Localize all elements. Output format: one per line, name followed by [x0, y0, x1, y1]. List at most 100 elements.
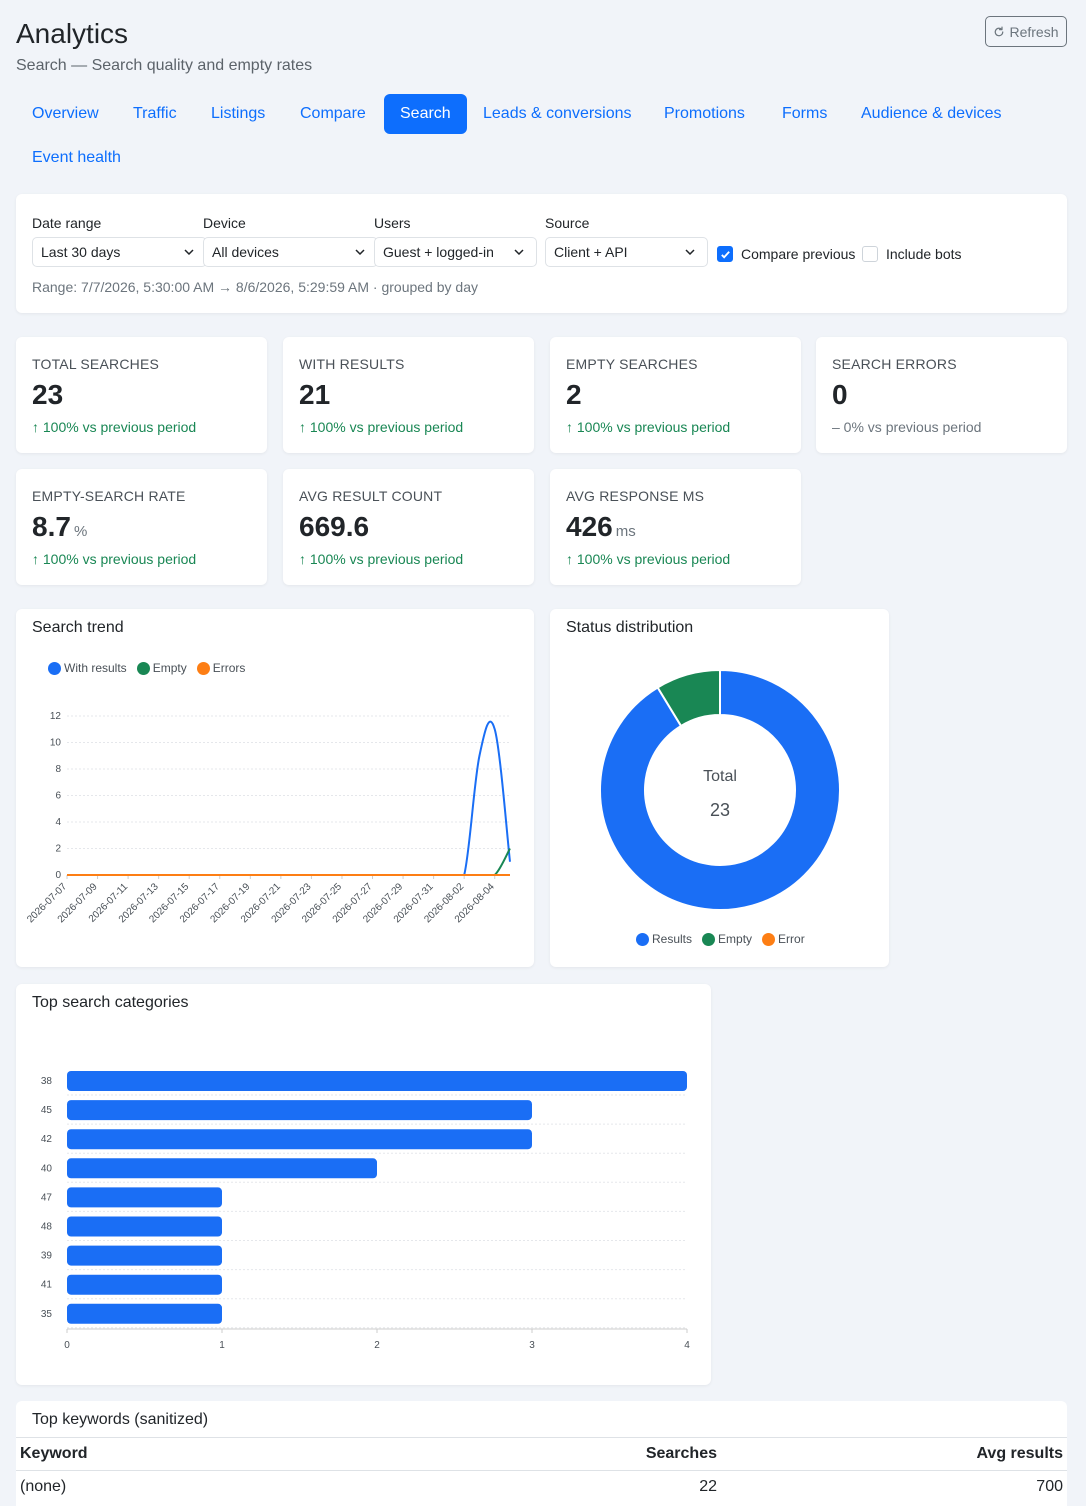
tab-listings[interactable]: Listings: [211, 105, 266, 122]
chevron-down-icon: [685, 249, 695, 256]
device-select[interactable]: All devices: [203, 237, 378, 267]
kpi-card-empty-searches: Empty searches 2 ↑ 100% vs previous peri…: [550, 337, 801, 453]
kpi-label: With results: [299, 356, 405, 372]
y-tick-label: 40: [41, 1163, 53, 1174]
y-tick-label: 41: [41, 1280, 53, 1291]
donut-slice-empty: [656, 668, 721, 728]
search-trend-card: Search trend With results Empty Errors 0…: [16, 609, 534, 967]
table-header: Keyword Searches Avg results: [16, 1437, 1067, 1470]
kpi-delta: ↑ 100% vs previous period: [32, 419, 197, 435]
y-tick-label: 8: [55, 764, 61, 775]
y-tick-label: 4: [55, 817, 61, 828]
legend-item[interactable]: Results: [636, 932, 692, 946]
tab-audience-devices[interactable]: Audience & devices: [861, 105, 1002, 122]
series-line-with-results: [67, 720, 511, 876]
y-tick-label: 47: [41, 1192, 53, 1203]
kpi-label: Search errors: [832, 356, 957, 372]
page-title: Analytics: [16, 18, 129, 49]
range-text: Range: 7/7/2026, 5:30:00 AM → 8/6/2026, …: [32, 279, 478, 295]
tab-forms[interactable]: Forms: [782, 105, 828, 122]
users-select[interactable]: Guest + logged-in: [374, 237, 537, 267]
donut-slice-results: [599, 668, 841, 911]
y-tick-label: 2: [55, 844, 61, 855]
y-tick-label: 10: [50, 738, 62, 749]
kpi-label: Empty-search rate: [32, 488, 186, 504]
top-categories-title: Top search categories: [32, 994, 189, 1011]
include-bots-toggle[interactable]: Include bots: [862, 246, 962, 262]
status-distribution-title: Status distribution: [566, 619, 694, 636]
legend-item[interactable]: Empty: [136, 661, 187, 675]
tab-traffic[interactable]: Traffic: [133, 105, 177, 122]
cell-searches: 22: [699, 1478, 717, 1495]
kpi-value: 0: [832, 379, 848, 410]
status-distribution-card: Status distribution Total 23 Results Empt…: [550, 609, 889, 967]
legend-swatch-errors: [196, 661, 210, 675]
kpi-card-total-searches: Total searches 23 ↑ 100% vs previous per…: [16, 337, 267, 453]
column-header-keyword[interactable]: Keyword: [20, 1445, 88, 1462]
filters-panel: Date range Last 30 days Device All devic…: [16, 194, 1067, 313]
x-tick-label: 4: [684, 1340, 690, 1351]
tab-event-health[interactable]: Event health: [32, 149, 121, 166]
kpi-delta: ↑ 100% vs previous period: [566, 419, 731, 435]
kpi-value: 669.6: [299, 511, 370, 542]
compare-previous-toggle[interactable]: Compare previous: [717, 246, 855, 262]
legend-item[interactable]: With results: [48, 661, 127, 675]
donut-center-value: 23: [710, 800, 730, 820]
tab-overview[interactable]: Overview: [32, 105, 99, 122]
source-label: Source: [545, 215, 590, 231]
y-tick-label: 6: [55, 791, 61, 802]
legend-item[interactable]: Errors: [196, 661, 245, 675]
kpi-value: 21: [299, 379, 331, 410]
y-tick-label: 0: [55, 870, 61, 881]
y-tick-label: 12: [50, 711, 62, 722]
legend-item[interactable]: Empty: [702, 932, 752, 946]
category-bar: [67, 1158, 377, 1179]
kpi-label: Empty searches: [566, 356, 698, 372]
y-tick-label: 48: [41, 1222, 53, 1233]
device-value: All devices: [212, 244, 279, 260]
legend-swatch-empty: [136, 661, 150, 675]
date-range-select[interactable]: Last 30 days: [32, 237, 207, 267]
tab-promotions[interactable]: Promotions: [664, 105, 745, 122]
search-trend-legend: With results Empty Errors: [48, 661, 245, 675]
table-row: (none) 22 700: [16, 1470, 1067, 1503]
chevron-down-icon: [184, 249, 194, 256]
legend-swatch-empty: [702, 932, 716, 946]
x-tick-label: 1: [219, 1340, 225, 1351]
kpi-delta: ↑ 100% vs previous period: [32, 551, 197, 567]
tab-leads-conversions[interactable]: Leads & conversions: [483, 105, 632, 122]
kpi-value: 8.7%: [32, 511, 88, 542]
users-label: Users: [374, 215, 411, 231]
y-tick-label: 39: [41, 1251, 53, 1262]
tab-compare[interactable]: Compare: [300, 105, 366, 122]
compare-previous-checkbox[interactable]: [717, 246, 733, 262]
device-label: Device: [203, 215, 246, 231]
column-header-searches[interactable]: Searches: [645, 1445, 717, 1462]
kpi-delta: – 0% vs previous period: [832, 419, 982, 435]
source-select[interactable]: Client + API: [545, 237, 708, 267]
kpi-unit: ms: [615, 523, 636, 540]
search-trend-chart: 0246810122026-07-072026-07-092026-07-112…: [25, 711, 511, 925]
top-keywords-table: Top keywords (sanitized) Keyword Searche…: [16, 1401, 1067, 1506]
kpi-label: Total searches: [32, 356, 160, 372]
date-range-label: Date range: [32, 215, 102, 231]
kpi-label: Avg response ms: [566, 488, 705, 504]
cell-keyword: (none): [20, 1478, 67, 1495]
kpi-unit: %: [73, 523, 88, 540]
column-header-avg-results[interactable]: Avg results: [976, 1445, 1063, 1462]
category-bar: [67, 1187, 222, 1208]
legend-item[interactable]: Error: [762, 932, 805, 946]
compare-previous-label: Compare previous: [741, 246, 856, 262]
category-bar: [67, 1216, 222, 1237]
kpi-card-avg-result-count: Avg result count 669.6 ↑ 100% vs previou…: [283, 469, 534, 585]
donut-center-label: Total: [703, 768, 737, 785]
kpi-card-search-errors: Search errors 0 – 0% vs previous period: [816, 337, 1067, 453]
refresh-button[interactable]: Refresh: [985, 16, 1067, 47]
include-bots-label: Include bots: [886, 246, 962, 262]
include-bots-checkbox[interactable]: [862, 246, 878, 262]
refresh-label: Refresh: [1009, 23, 1059, 40]
tab-search[interactable]: Search: [384, 94, 467, 134]
category-bar: [67, 1245, 222, 1266]
kpi-card-with-results: With results 21 ↑ 100% vs previous perio…: [283, 337, 534, 453]
kpi-delta: ↑ 100% vs previous period: [566, 551, 731, 567]
